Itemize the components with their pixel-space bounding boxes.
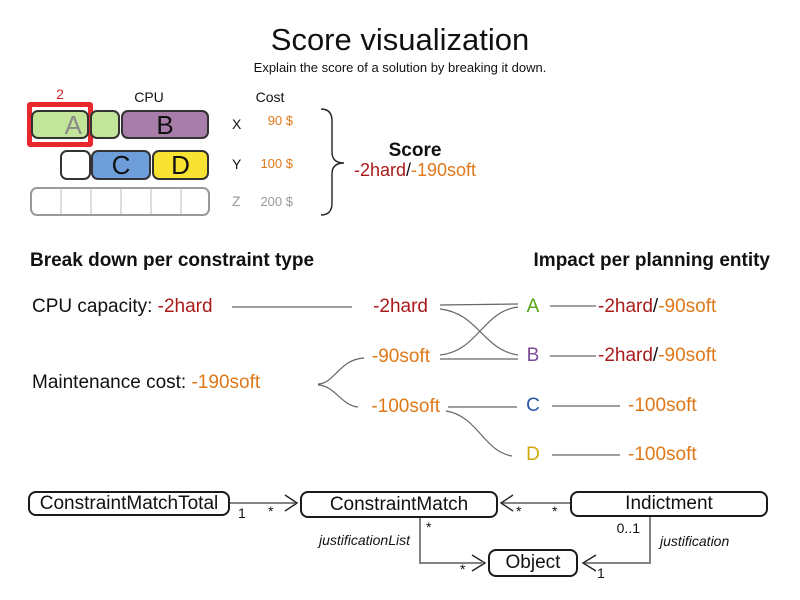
page-subtitle: Explain the score of a solution by break… (253, 60, 547, 75)
uml-mult-cm-from-indictment: * (516, 503, 522, 519)
process-block-d: D (152, 150, 209, 180)
line-100soft-to-d (445, 410, 513, 457)
line-90soft-to-a (439, 306, 519, 356)
entity-b-impact: -2hard/-90soft (598, 345, 716, 367)
uml-mult-cm-from-cmt: * (268, 503, 274, 519)
process-block-c: C (91, 150, 151, 180)
entity-d-impact: -100soft (628, 444, 697, 465)
process-label-d: D (171, 150, 190, 180)
uml-class-indictment-label: Indictment (625, 493, 713, 514)
uml-class-object: Object (488, 549, 578, 577)
match-total-2hard: -2hard (373, 296, 428, 317)
uml-mult-object-from-cm: * (460, 561, 466, 577)
uml-line-cm-object (419, 518, 482, 564)
score-soft: -190soft (411, 160, 477, 180)
process-block-a: A (31, 110, 89, 139)
machine-y-cost: 100 $ (260, 156, 293, 171)
uml-mult-object-from-indictment: 1 (597, 565, 605, 581)
arrowhead-into-object-right (581, 554, 597, 572)
score-value: -2hard/-190soft (320, 160, 510, 180)
machine-x-cost: 90 $ (267, 113, 293, 128)
uml-class-object-label: Object (505, 552, 561, 573)
uml-role-justification: justification (660, 533, 730, 549)
process-label-a: A (64, 109, 82, 140)
entity-a-hard: -2hard (598, 296, 653, 317)
constraint-cpu-capacity: CPU capacity: -2hard (32, 297, 213, 317)
machine-z-label: Z (232, 193, 241, 209)
constraint-maintenance-label: Maintenance cost: (32, 372, 192, 393)
entity-a-label: A (526, 296, 540, 317)
entity-d-label: D (526, 444, 540, 465)
uml-class-constraintmatch-label: ConstraintMatch (329, 493, 469, 515)
page-title: Score visualization (270, 22, 530, 57)
arrowhead-into-object-left (471, 554, 487, 572)
uml-mult-cmt-side: 1 (238, 505, 246, 521)
uml-mult-indictment-side: * (552, 503, 558, 519)
uml-role-justificationlist: justificationList (318, 532, 410, 548)
entity-a-impact: -2hard/-90soft (598, 296, 716, 318)
constraint-maintenance-value: -190soft (191, 372, 261, 393)
uml-class-constraintmatchtotal-label: ConstraintMatchTotal (39, 492, 219, 514)
overload-count-label: 2 (56, 86, 64, 102)
line-maintenance-to-100soft (317, 384, 359, 408)
uml-mult-indictment-justification: 0..1 (616, 520, 640, 536)
constraint-maintenance-cost: Maintenance cost: -190soft (32, 373, 260, 393)
cpu-column-header: CPU (134, 89, 164, 105)
entity-b-hard: -2hard (598, 345, 653, 366)
process-label-c: C (111, 150, 131, 180)
score-slash: / (405, 160, 411, 180)
score-heading: Score (388, 140, 442, 161)
constraint-cpu-label: CPU capacity: (32, 296, 158, 317)
line-2hard-to-a (439, 303, 519, 306)
process-block-a-extra (90, 110, 120, 139)
score-hard: -2hard (353, 160, 406, 180)
entity-a-slash: / (652, 296, 659, 317)
entity-c-label: C (526, 395, 540, 416)
machine-y-label: Y (232, 156, 242, 172)
match-total-100soft: -100soft (371, 396, 440, 417)
uml-class-indictment: Indictment (570, 491, 768, 517)
machine-z-cost: 200 $ (260, 194, 293, 209)
entity-b-label: B (526, 345, 540, 366)
arrowhead-into-constraintmatch-right (499, 494, 514, 512)
impact-heading: Impact per planning entity (533, 250, 770, 271)
entity-c-impact: -100soft (628, 395, 697, 416)
uml-class-constraintmatch: ConstraintMatch (300, 491, 498, 518)
uml-line-indictment-object (584, 517, 651, 564)
arrowhead-into-constraintmatch-left (284, 494, 299, 512)
constraint-cpu-value: -2hard (157, 296, 213, 317)
entity-a-soft: -90soft (658, 296, 717, 317)
machine-z-empty-track (30, 187, 210, 216)
process-label-b: B (156, 109, 174, 140)
match-total-90soft: -90soft (371, 346, 430, 367)
uml-mult-justificationlist: * (426, 519, 432, 535)
process-block-b: B (121, 110, 209, 139)
entity-b-soft: -90soft (658, 345, 717, 366)
entity-b-slash: / (652, 345, 659, 366)
score-brace (320, 108, 345, 216)
line-maintenance-to-90soft (317, 357, 365, 385)
empty-capacity-block (60, 150, 91, 180)
breakdown-heading: Break down per constraint type (30, 250, 315, 271)
cost-column-header: Cost (255, 89, 285, 105)
uml-class-constraintmatchtotal: ConstraintMatchTotal (28, 491, 230, 516)
machine-x-label: X (232, 116, 242, 132)
